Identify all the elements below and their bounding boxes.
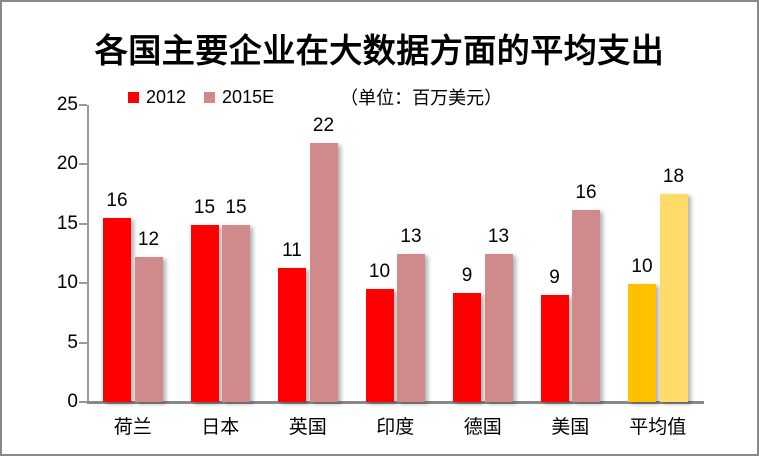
bar-2015E-平均值: [659, 194, 688, 402]
y-axis-tick: [79, 222, 87, 225]
legend-swatch-2012-icon: [128, 91, 139, 103]
bar-2015E-日本: [222, 224, 250, 402]
bar-value-label: 22: [312, 115, 335, 137]
bar-value-label: 10: [631, 256, 653, 278]
chart-legend: 2012 2015E （单位：百万美元）: [128, 84, 502, 110]
x-category-label: 日本: [201, 417, 240, 438]
legend-item-2015e: 2015E: [204, 87, 274, 108]
bar-value-label: 18: [662, 166, 685, 188]
bar-value-label: 13: [487, 225, 510, 247]
legend-item-2012: 2012: [128, 87, 186, 108]
bar-2015E-印度: [397, 253, 425, 402]
bar-value-label: 11: [282, 239, 302, 261]
bar-value-label: 9: [549, 267, 560, 289]
bar-2012-荷兰: [103, 217, 131, 402]
bar-2012-英国: [278, 267, 306, 402]
bar-2012-美国: [540, 295, 569, 402]
y-axis-tick: [79, 341, 87, 344]
bar-value-label: 9: [461, 264, 473, 286]
y-tick-label: 25: [56, 94, 78, 115]
y-axis-line: [87, 105, 89, 402]
x-category-label: 印度: [376, 417, 415, 438]
y-tick-label: 15: [56, 212, 78, 234]
bar-2012-德国: [453, 292, 481, 402]
bar-value-label: 10: [368, 261, 391, 283]
bar-2015E-荷兰: [134, 257, 163, 402]
x-category-label: 平均值: [629, 417, 687, 438]
y-tick-label: 5: [67, 331, 78, 353]
x-category-label: 英国: [288, 417, 327, 438]
legend-label-2015e: 2015E: [222, 86, 275, 107]
x-axis-line: [87, 401, 704, 404]
x-category-label: 德国: [463, 417, 502, 438]
bar-2015E-英国: [309, 143, 338, 402]
chart-title: 各国主要企业在大数据方面的平均支出: [94, 32, 665, 69]
legend-label-2012: 2012: [146, 86, 187, 107]
y-axis-tick: [79, 401, 87, 403]
x-category-label: 荷兰: [113, 417, 152, 438]
legend-swatch-2015e-icon: [204, 91, 216, 103]
bar-value-label: 15: [225, 196, 247, 218]
y-axis-tick: [79, 282, 87, 285]
bar-2015E-美国: [572, 209, 600, 402]
bar-2012-平均值: [628, 284, 656, 402]
bar-2012-日本: [190, 224, 219, 402]
y-axis-tick: [79, 163, 87, 166]
bar-value-label: 15: [193, 196, 216, 218]
bar-2012-印度: [365, 289, 394, 402]
x-category-label: 美国: [551, 417, 590, 438]
bar-value-label: 13: [400, 225, 422, 247]
y-tick-label: 20: [56, 153, 78, 175]
y-tick-label: 10: [56, 272, 78, 294]
y-axis-tick: [79, 104, 87, 106]
bar-2015E-德国: [484, 253, 513, 402]
y-tick-label: 0: [67, 391, 78, 412]
bar-value-label: 16: [106, 189, 128, 211]
bar-value-label: 16: [575, 181, 597, 203]
unit-note: （单位：百万美元）: [340, 88, 503, 108]
bar-value-label: 12: [137, 229, 160, 251]
